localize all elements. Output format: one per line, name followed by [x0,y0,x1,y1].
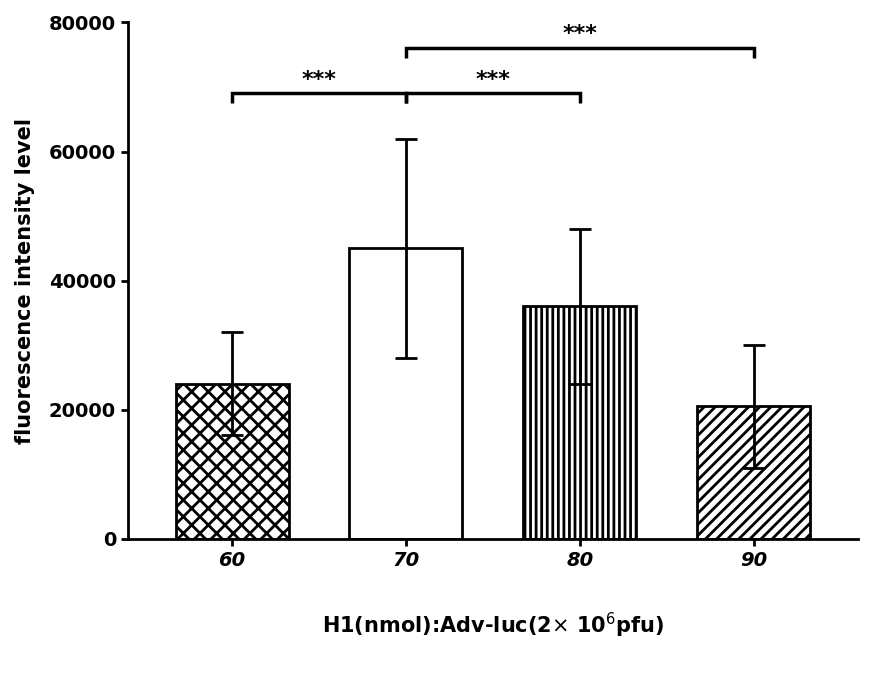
Bar [523,306,636,539]
Text: H1(nmol):Adv-luc(2$\times$ 10$^6$pfu): H1(nmol):Adv-luc(2$\times$ 10$^6$pfu) [322,611,663,640]
Text: ***: *** [476,70,511,90]
Bar [698,406,810,539]
Y-axis label: fluorescence intensity level: fluorescence intensity level [15,118,35,444]
Text: ***: *** [562,25,597,44]
Text: ***: *** [301,70,336,90]
Bar [349,248,463,539]
Bar [175,384,289,539]
